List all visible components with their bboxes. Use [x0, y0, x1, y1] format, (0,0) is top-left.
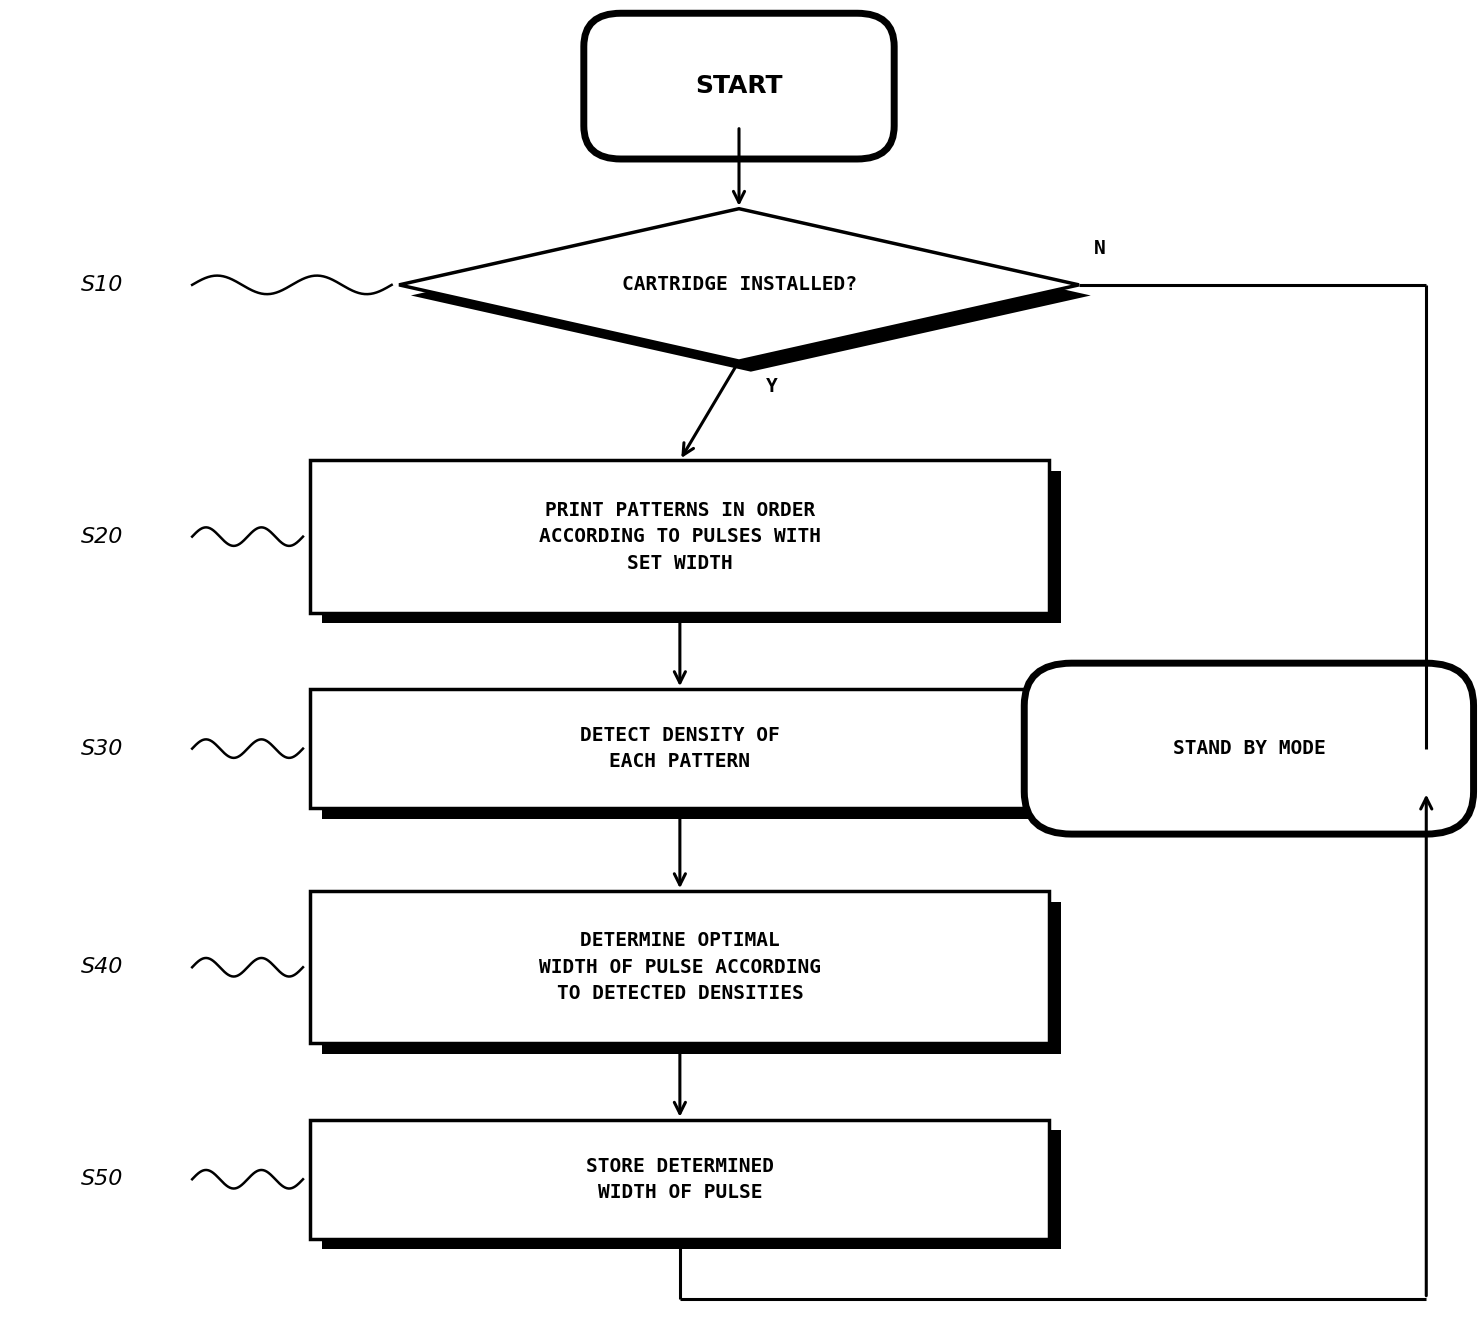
- Text: S40: S40: [81, 957, 124, 978]
- Text: DETERMINE OPTIMAL
WIDTH OF PULSE ACCORDING
TO DETECTED DENSITIES: DETERMINE OPTIMAL WIDTH OF PULSE ACCORDI…: [539, 931, 820, 1003]
- Polygon shape: [322, 901, 1061, 1055]
- FancyBboxPatch shape: [584, 13, 894, 159]
- Text: S20: S20: [81, 526, 124, 547]
- Polygon shape: [322, 700, 1061, 819]
- Text: N: N: [1094, 240, 1106, 258]
- Text: DETECT DENSITY OF
EACH PATTERN: DETECT DENSITY OF EACH PATTERN: [579, 726, 780, 771]
- Text: CARTRIDGE INSTALLED?: CARTRIDGE INSTALLED?: [622, 276, 856, 294]
- Polygon shape: [310, 689, 1049, 808]
- Text: Y: Y: [766, 376, 777, 396]
- Polygon shape: [322, 1130, 1061, 1249]
- Text: S50: S50: [81, 1169, 124, 1190]
- Polygon shape: [310, 892, 1049, 1044]
- Text: PRINT PATTERNS IN ORDER
ACCORDING TO PULSES WITH
SET WIDTH: PRINT PATTERNS IN ORDER ACCORDING TO PUL…: [539, 501, 820, 572]
- Text: S30: S30: [81, 738, 124, 759]
- Polygon shape: [411, 219, 1091, 371]
- Polygon shape: [310, 461, 1049, 612]
- Text: STORE DETERMINED
WIDTH OF PULSE: STORE DETERMINED WIDTH OF PULSE: [585, 1157, 774, 1202]
- Polygon shape: [310, 1120, 1049, 1239]
- Polygon shape: [399, 209, 1079, 362]
- Text: STAND BY MODE: STAND BY MODE: [1172, 739, 1326, 758]
- FancyBboxPatch shape: [1024, 664, 1474, 835]
- Polygon shape: [322, 472, 1061, 624]
- Text: S10: S10: [81, 274, 124, 295]
- Text: START: START: [695, 74, 783, 98]
